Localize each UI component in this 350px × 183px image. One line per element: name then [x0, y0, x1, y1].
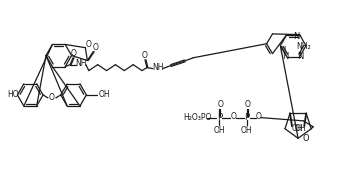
Text: HO: HO [8, 90, 19, 99]
Text: N: N [298, 52, 304, 61]
Text: NH₂: NH₂ [296, 42, 311, 51]
Text: O: O [217, 100, 223, 109]
Text: O: O [92, 43, 98, 52]
Text: O: O [230, 112, 236, 121]
Text: NH: NH [152, 63, 163, 72]
Text: O: O [256, 112, 262, 121]
Text: O: O [49, 93, 55, 102]
Text: OH: OH [241, 126, 253, 135]
Text: O: O [71, 49, 77, 58]
Text: NH: NH [75, 59, 87, 68]
Text: OH: OH [214, 126, 225, 135]
Text: N: N [282, 52, 289, 61]
Text: P: P [217, 113, 222, 122]
Text: P: P [244, 113, 250, 122]
Text: N: N [293, 32, 300, 41]
Text: H₂O₃PO: H₂O₃PO [183, 113, 212, 122]
Text: O: O [245, 100, 251, 109]
Text: O: O [303, 134, 309, 143]
Text: N: N [279, 46, 286, 55]
Text: O: O [85, 40, 91, 49]
Text: OH: OH [98, 90, 110, 99]
Text: O: O [142, 51, 148, 60]
Text: OH: OH [292, 124, 304, 133]
Text: OH: OH [294, 124, 306, 133]
